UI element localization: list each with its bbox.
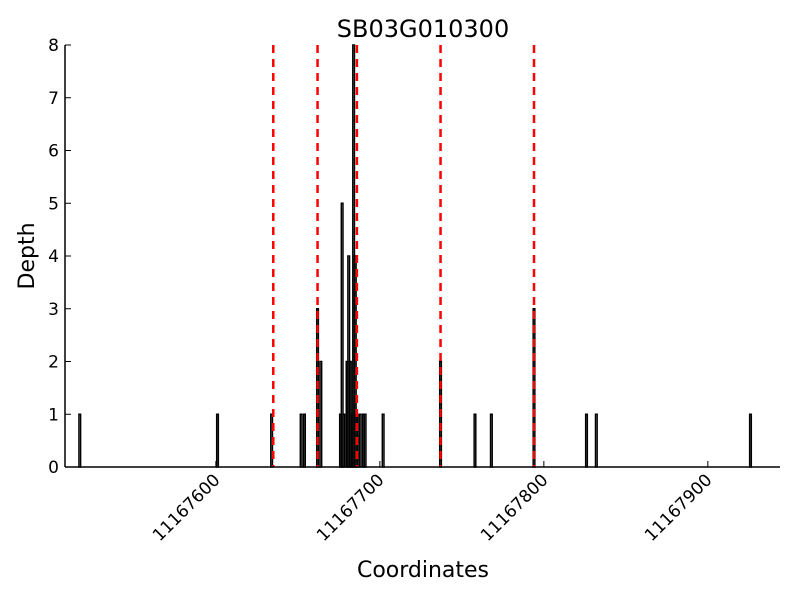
bar: [473, 413, 477, 468]
bar: [78, 413, 82, 468]
bar: [748, 413, 753, 468]
x-tick-label: 11167800: [477, 470, 552, 545]
bar: [358, 413, 362, 468]
bar: [299, 413, 303, 468]
axes-group: [64, 45, 780, 468]
bar: [594, 413, 598, 468]
y-tick-label: 0: [48, 458, 59, 478]
y-tick-label: 7: [48, 89, 59, 109]
bars-group: [78, 44, 753, 468]
bar: [302, 413, 306, 468]
y-tick-label: 5: [48, 194, 59, 214]
bar: [584, 413, 589, 468]
y-tick-label: 1: [48, 405, 59, 425]
markers-group: [272, 45, 536, 467]
bar: [342, 413, 346, 468]
bar: [363, 413, 367, 468]
y-tick-label: 4: [48, 247, 59, 267]
x-tick-label: 11167700: [313, 470, 388, 545]
y-ticks-group: 0 1 2 3 4 5 6 7 8: [48, 36, 71, 478]
y-tick-label: 6: [48, 142, 59, 162]
x-axis-label: Coordinates: [357, 558, 489, 583]
x-tick-label: 11167900: [641, 470, 716, 545]
y-axis-label: Depth: [15, 222, 40, 289]
y-tick-label: 2: [48, 353, 59, 373]
y-tick-label: 8: [48, 36, 59, 56]
chart-title: SB03G010300: [337, 15, 509, 43]
bar: [215, 413, 220, 468]
x-tick-label: 11167600: [149, 470, 224, 545]
bar: [489, 413, 493, 468]
y-tick-label: 3: [48, 300, 59, 320]
bar: [319, 360, 323, 468]
bar: [381, 413, 385, 468]
x-ticks-group: 11167600 11167700 11167800 11167900: [149, 461, 716, 546]
